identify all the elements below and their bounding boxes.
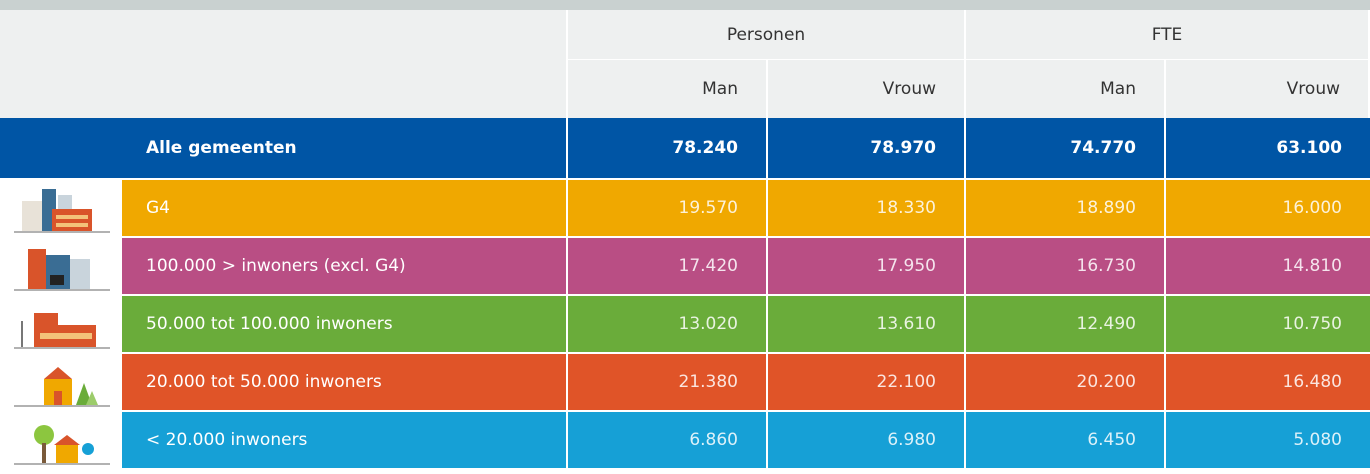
value-cell: 10.750	[1166, 296, 1370, 352]
value-cell: 17.420	[568, 238, 766, 294]
value-cell: 6.860	[568, 412, 766, 468]
top-bar	[0, 0, 1370, 10]
value-cell: 18.330	[768, 180, 964, 236]
icon-large-city	[14, 249, 110, 291]
value-cell: 17.950	[768, 238, 964, 294]
value-cell: 5.080	[1166, 412, 1370, 468]
header-blank	[0, 60, 566, 118]
value-cell: 21.380	[568, 354, 766, 410]
sub-header: Vrouw	[768, 60, 964, 118]
value-cell: 78.240	[568, 118, 766, 178]
value-cell: 16.730	[966, 238, 1164, 294]
icon-g4	[14, 189, 110, 233]
icon-village	[14, 425, 110, 465]
value-cell: 22.100	[768, 354, 964, 410]
value-cell: 13.020	[568, 296, 766, 352]
value-cell: 14.810	[1166, 238, 1370, 294]
sub-header: Man	[966, 60, 1164, 118]
group-header: Personen	[568, 10, 964, 59]
value-cell: 78.970	[768, 118, 964, 178]
value-cell: 63.100	[1166, 118, 1370, 178]
value-cell: 18.890	[966, 180, 1164, 236]
row-label: 100.000 > inwoners (excl. G4)	[122, 238, 566, 294]
row-label: 20.000 tot 50.000 inwoners	[122, 354, 566, 410]
icon-medium-city	[14, 313, 110, 349]
header-blank	[0, 10, 566, 60]
value-cell: 19.570	[568, 180, 766, 236]
value-cell: 6.980	[768, 412, 964, 468]
row-label: Alle gemeenten	[122, 118, 566, 178]
row-label: 50.000 tot 100.000 inwoners	[122, 296, 566, 352]
group-header: FTE	[966, 10, 1368, 59]
row-icon-cell	[0, 118, 122, 178]
row-label: G4	[122, 180, 566, 236]
value-cell: 12.490	[966, 296, 1164, 352]
value-cell: 13.610	[768, 296, 964, 352]
icon-small-city	[14, 367, 110, 407]
value-cell: 74.770	[966, 118, 1164, 178]
sub-header: Man	[568, 60, 766, 118]
sub-header: Vrouw	[1166, 60, 1368, 118]
row-label: < 20.000 inwoners	[122, 412, 566, 468]
value-cell: 16.000	[1166, 180, 1370, 236]
value-cell: 16.480	[1166, 354, 1370, 410]
value-cell: 6.450	[966, 412, 1164, 468]
value-cell: 20.200	[966, 354, 1164, 410]
